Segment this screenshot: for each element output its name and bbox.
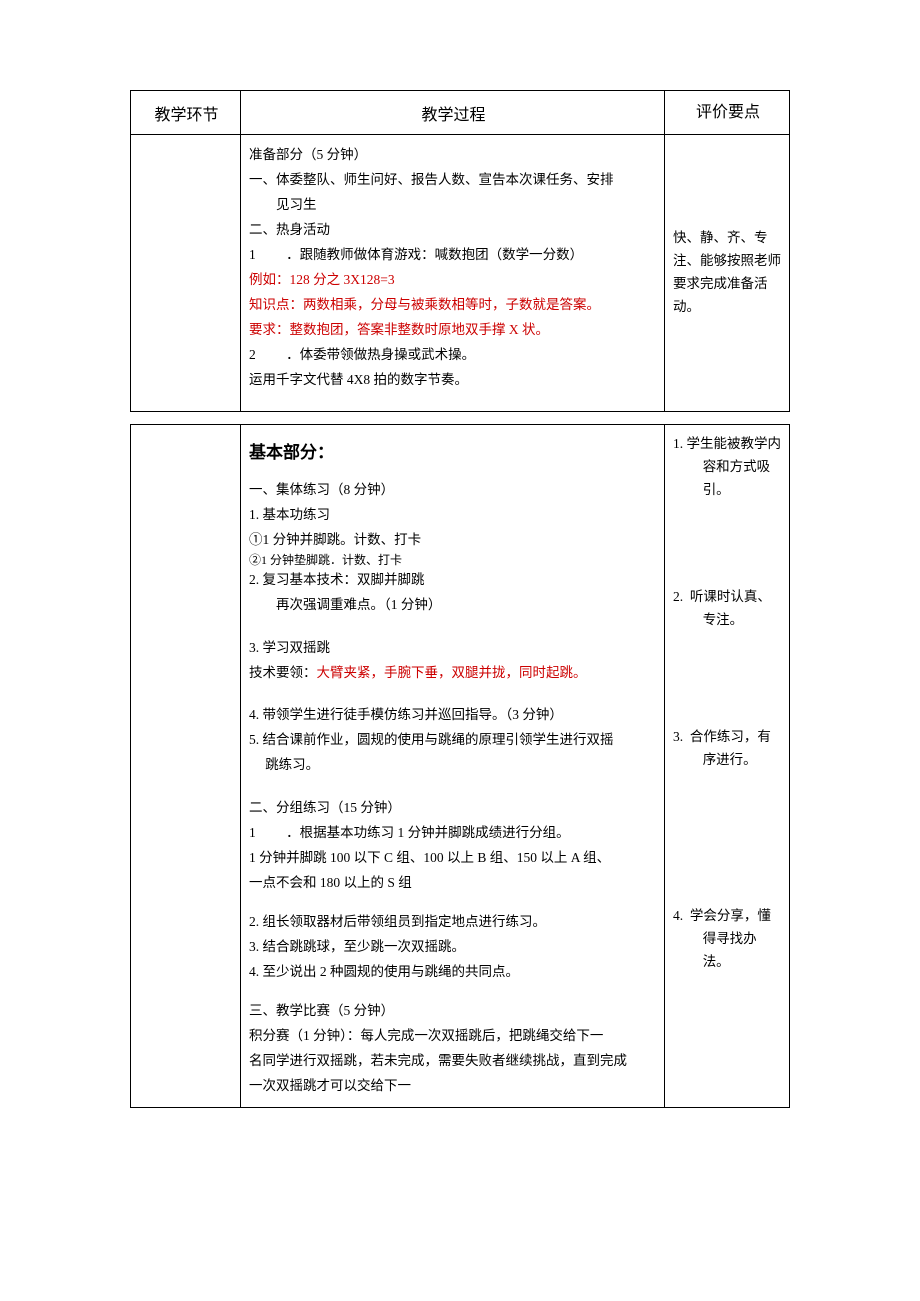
stage-cell-2 — [131, 424, 241, 1107]
lesson-table-2: 基本部分： 一、集体练习（8 分钟） 1. 基本功练习 ①1 分钟并脚跳。计数、… — [130, 424, 790, 1108]
prep-line2b: 见习生 — [249, 193, 658, 218]
sec1-2a: 2. 复习基本技术：双脚并脚跳 — [249, 568, 658, 593]
sec1-5a: 5. 结合课前作业，圆规的使用与跳绳的原理引领学生进行双摇 — [249, 728, 658, 753]
eval-1: 1. 学生能被教学内容和方式吸引。 — [673, 433, 783, 502]
prep-row: 准备部分（5 分钟） 一、体委整队、师生问好、报告人数、宣告本次课任务、安排 见… — [131, 135, 790, 412]
sec1-1a: ①1 分钟并脚跳。计数、打卡 — [249, 528, 658, 553]
stage-cell-1 — [131, 135, 241, 412]
sec1-3a: 技术要领： — [249, 665, 317, 680]
spacer — [249, 778, 658, 796]
sec1-2b: 再次强调重难点。（1 分钟） — [249, 593, 658, 618]
sec1-3-line: 技术要领：大臂夹紧，手腕下垂，双腿并拢，同时起跳。 — [249, 661, 658, 686]
sec2-1: 1 ．根据基本功练习 1 分钟并脚跳成绩进行分组。 — [249, 821, 658, 846]
prep-line9: 运用千字文代替 4X8 拍的数字节奏。 — [249, 368, 658, 393]
eval-4: 4. 学会分享，懂得寻找办法。 — [673, 905, 783, 974]
sec2-2: 2. 组长领取器材后带领组员到指定地点进行练习。 — [249, 910, 658, 935]
sec3: 三、教学比赛（5 分钟） — [249, 999, 658, 1024]
header-row: 教学环节 教学过程 评价要点 — [131, 91, 790, 135]
prep-line2: 一、体委整队、师生问好、报告人数、宣告本次课任务、安排 — [249, 168, 658, 193]
eval-4-text: 学会分享，懂得寻找办法。 — [690, 908, 771, 969]
sec1: 一、集体练习（8 分钟） — [249, 478, 658, 503]
spacer — [673, 827, 783, 905]
sec2-1c: 1 分钟并脚跳 100 以下 C 组、100 以上 B 组、150 以上 A 组… — [249, 846, 658, 871]
sec1-5b: 跳练习。 — [249, 753, 658, 778]
num-1: 1 — [249, 243, 263, 268]
header-eval: 评价要点 — [665, 91, 790, 135]
eval-3-num: 3. — [673, 729, 683, 744]
process-cell-1: 准备部分（5 分钟） 一、体委整队、师生问好、报告人数、宣告本次课任务、安排 见… — [241, 135, 665, 412]
eval-1-text: 学生能被教学内容和方式吸引。 — [687, 436, 782, 497]
prep-line7: 要求：整数抱团，答案非整数时原地双手撑 X 状。 — [249, 318, 658, 343]
prep-title: 准备部分（5 分钟） — [249, 143, 658, 168]
main-title: 基本部分： — [249, 437, 658, 468]
spacer — [249, 618, 658, 636]
eval-2: 2. 听课时认真、专注。 — [673, 586, 783, 632]
sec1-4: 4. 带领学生进行徒手模仿练习并巡回指导。（3 分钟） — [249, 703, 658, 728]
sec3-2: 名同学进行双摇跳，若未完成，需要失败者继续挑战，直到完成 — [249, 1049, 658, 1074]
main-row: 基本部分： 一、集体练习（8 分钟） 1. 基本功练习 ①1 分钟并脚跳。计数、… — [131, 424, 790, 1107]
sec2-1-num: 1 — [249, 821, 263, 846]
num-2: 2 — [249, 343, 263, 368]
eval-1-num: 1. — [673, 436, 683, 451]
eval-3: 3. 合作练习，有序进行。 — [673, 726, 783, 772]
sec2-1-text: ．根据基本功练习 1 分钟并脚跳成绩进行分组。 — [286, 825, 570, 840]
sec1-1b: ②1 分钟垫脚跳．计数、打卡 — [249, 553, 658, 567]
sec2-3: 3. 结合跳跳球，至少跳一次双摇跳。 — [249, 935, 658, 960]
eval-cell-1: 快、静、齐、专注、能够按照老师要求完成准备活动。 — [665, 135, 790, 412]
eval-2-num: 2. — [673, 589, 683, 604]
prep-line6: 知识点：两数相乘，分母与被乘数相等时，子数就是答案。 — [249, 293, 658, 318]
header-process: 教学过程 — [241, 91, 665, 135]
eval-3-text: 合作练习，有序进行。 — [690, 729, 771, 767]
spacer — [673, 688, 783, 726]
line4-text: ．跟随教师做体育游戏：喊数抱团（数学一分数） — [286, 247, 583, 262]
sec2-1d: 一点不会和 180 以上的 S 组 — [249, 871, 658, 896]
process-cell-2: 基本部分： 一、集体练习（8 分钟） 1. 基本功练习 ①1 分钟并脚跳。计数、… — [241, 424, 665, 1107]
prep-line5: 例如：128 分之 3X128=3 — [249, 268, 658, 293]
prep-line4: 1 ．跟随教师做体育游戏：喊数抱团（数学一分数） — [249, 243, 658, 268]
eval-2-text: 听课时认真、专注。 — [690, 589, 771, 627]
line8-text: ．体委带领做热身操或武术操。 — [286, 347, 475, 362]
spacer — [249, 685, 658, 703]
spacer — [673, 558, 783, 586]
eval-4-num: 4. — [673, 908, 683, 923]
prep-line8: 2 ．体委带领做热身操或武术操。 — [249, 343, 658, 368]
header-stage: 教学环节 — [131, 91, 241, 135]
sec2: 二、分组练习（15 分钟） — [249, 796, 658, 821]
table-gap — [130, 412, 790, 424]
sec1-1: 1. 基本功练习 — [249, 503, 658, 528]
sec3-1: 积分赛（1 分钟）：每人完成一次双摇跳后，把跳绳交给下一 — [249, 1024, 658, 1049]
sec3-3: 一次双摇跳才可以交给下一 — [249, 1074, 658, 1099]
sec1-3: 3. 学习双摇跳 — [249, 636, 658, 661]
eval-cell-2: 1. 学生能被教学内容和方式吸引。 2. 听课时认真、专注。 3. 合作练习，有… — [665, 424, 790, 1107]
spacer — [249, 896, 658, 910]
spacer — [249, 393, 658, 403]
sec2-4: 4. 至少说出 2 种圆规的使用与跳绳的共同点。 — [249, 960, 658, 985]
spacer — [249, 985, 658, 999]
lesson-table-1: 教学环节 教学过程 评价要点 准备部分（5 分钟） 一、体委整队、师生问好、报告… — [130, 90, 790, 412]
sec1-3b: 大臂夹紧，手腕下垂，双腿并拢，同时起跳。 — [317, 665, 587, 680]
prep-line3: 二、热身活动 — [249, 218, 658, 243]
